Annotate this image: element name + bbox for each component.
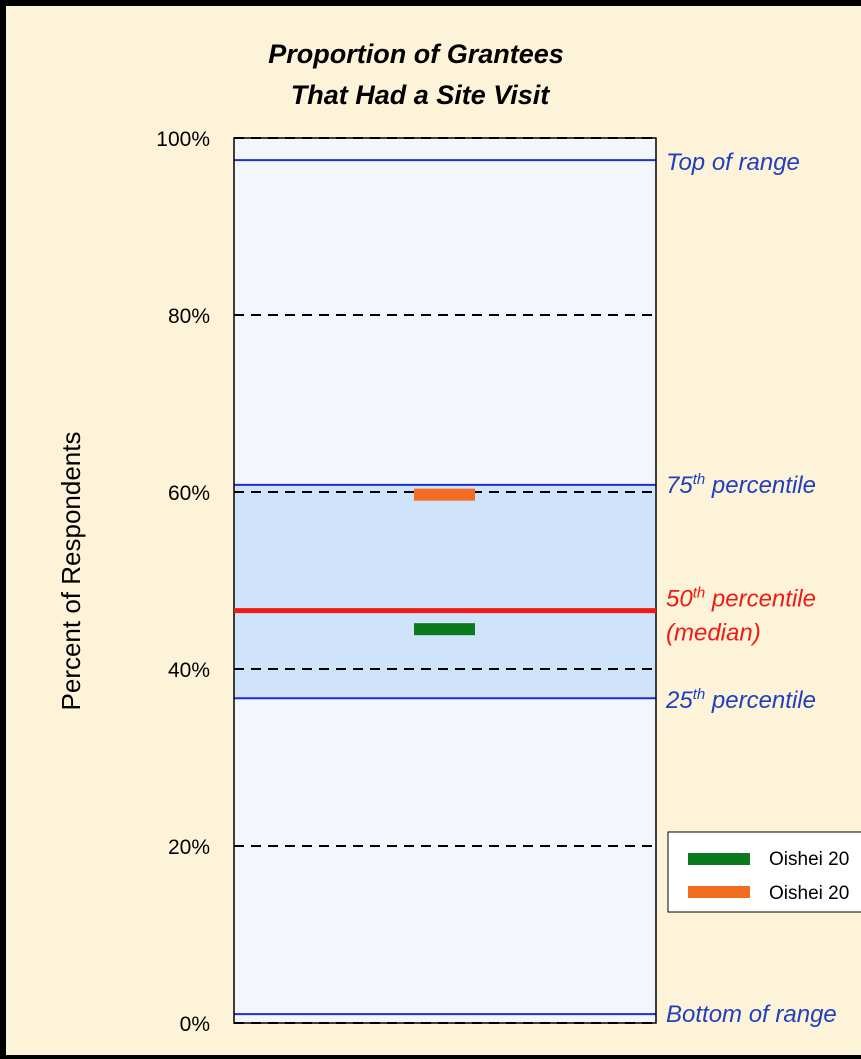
marker-oishei-orange: [414, 488, 475, 501]
interquartile-area: [234, 484, 656, 699]
annotation-p75: 75th percentile: [666, 471, 816, 499]
chart-title-line-2: That Had a Site Visit: [291, 80, 551, 110]
y-tick-label-20: 20%: [168, 836, 210, 859]
legend-box: [667, 831, 861, 913]
y-tick-label-100: 100%: [156, 128, 210, 151]
annotation-median-word: (median): [666, 620, 761, 647]
y-tick-label-0: 0%: [180, 1013, 210, 1036]
annotation-p25: 25th percentile: [665, 686, 816, 714]
legend: Oishei 20 Oishei 20: [667, 831, 861, 913]
chart-title-line-1: Proportion of Grantees: [268, 39, 564, 69]
annotation-top-of-range: Top of range: [666, 149, 800, 176]
legend-swatch-orange: [688, 886, 750, 898]
y-tick-label-60: 60%: [168, 482, 210, 505]
annotation-median: 50th percentile: [666, 585, 816, 613]
plot-border: [233, 137, 657, 1024]
legend-swatch-green: [688, 853, 750, 865]
y-tick-label-80: 80%: [168, 305, 210, 328]
range-chart: Proportion of Grantees That Had a Site V…: [56, 39, 861, 1036]
legend-label-green: Oishei 20: [769, 849, 849, 870]
y-tick-label-40: 40%: [168, 659, 210, 682]
legend-label-orange: Oishei 20: [769, 883, 849, 904]
y-axis-label: Percent of Respondents: [56, 432, 86, 711]
annotation-bottom-of-range: Bottom of range: [666, 1001, 837, 1028]
marker-oishei-green: [414, 623, 475, 636]
